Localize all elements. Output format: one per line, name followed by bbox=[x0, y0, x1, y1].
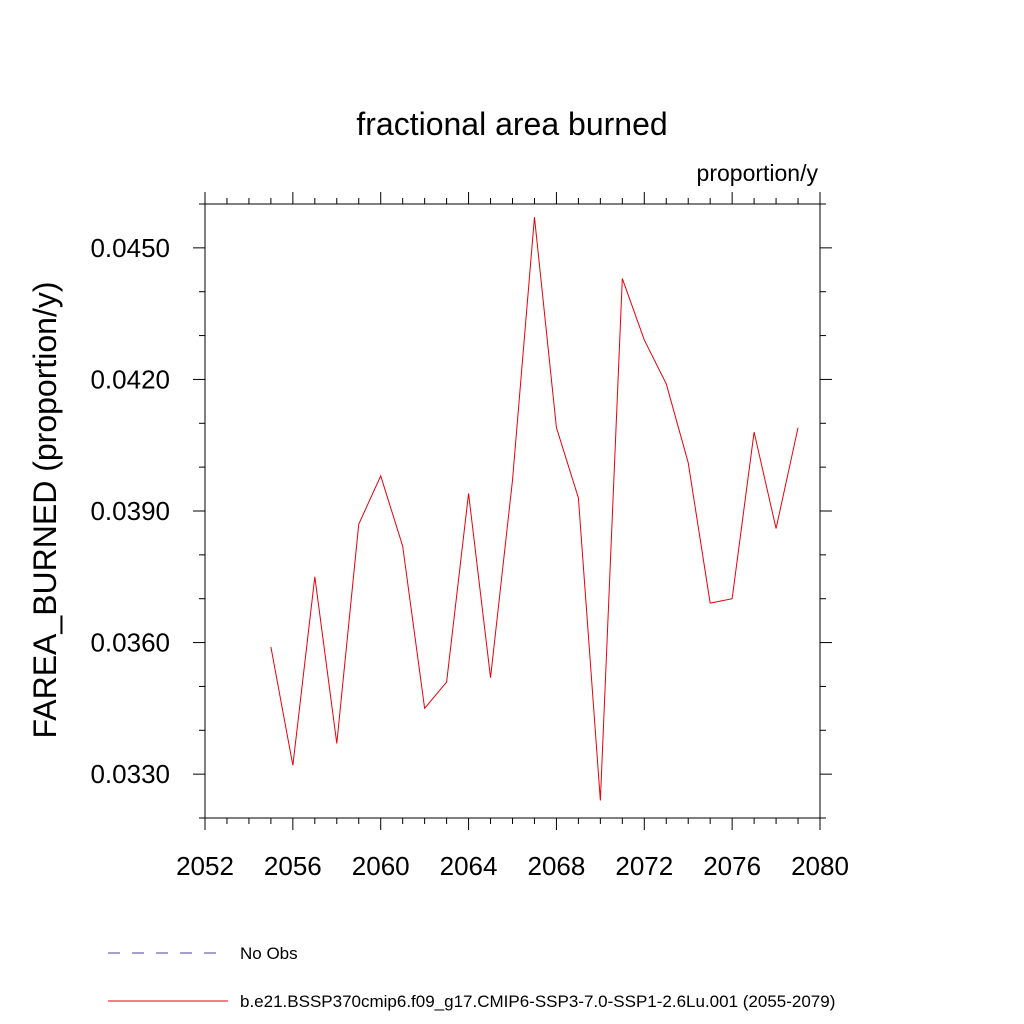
legend-label-no-obs: No Obs bbox=[240, 944, 298, 963]
x-tick-label: 2076 bbox=[703, 851, 761, 881]
y-tick-label: 0.0390 bbox=[90, 496, 170, 526]
x-tick-labels: 2052 2056 2060 2064 2068 2072 2076 2080 bbox=[176, 851, 849, 881]
y-axis-label: FAREA_BURNED (proportion/y) bbox=[27, 281, 63, 738]
chart-title: fractional area burned bbox=[356, 106, 667, 142]
x-tick-label: 2052 bbox=[176, 851, 234, 881]
x-tick-label: 2072 bbox=[615, 851, 673, 881]
axis-ticks bbox=[193, 192, 832, 830]
y-tick-labels: 0.0330 0.0360 0.0390 0.0420 0.0450 bbox=[90, 233, 170, 789]
plot-area bbox=[270, 217, 799, 801]
legend-label-model-run: b.e21.BSSP370cmip6.f09_g17.CMIP6-SSP3-7.… bbox=[240, 992, 835, 1011]
units-label: proportion/y bbox=[697, 160, 819, 186]
x-tick-label: 2064 bbox=[440, 851, 498, 881]
y-tick-label: 0.0450 bbox=[90, 233, 170, 263]
legend: No Obs b.e21.BSSP370cmip6.f09_g17.CMIP6-… bbox=[108, 944, 835, 1011]
x-tick-label: 2080 bbox=[791, 851, 849, 881]
x-tick-label: 2060 bbox=[352, 851, 410, 881]
y-tick-label: 0.0360 bbox=[90, 628, 170, 658]
x-tick-label: 2056 bbox=[264, 851, 322, 881]
y-tick-label: 0.0330 bbox=[90, 759, 170, 789]
plot-frame bbox=[204, 203, 821, 819]
series-line-0 bbox=[270, 217, 799, 801]
x-tick-label: 2068 bbox=[528, 851, 586, 881]
y-tick-label: 0.0420 bbox=[90, 364, 170, 394]
